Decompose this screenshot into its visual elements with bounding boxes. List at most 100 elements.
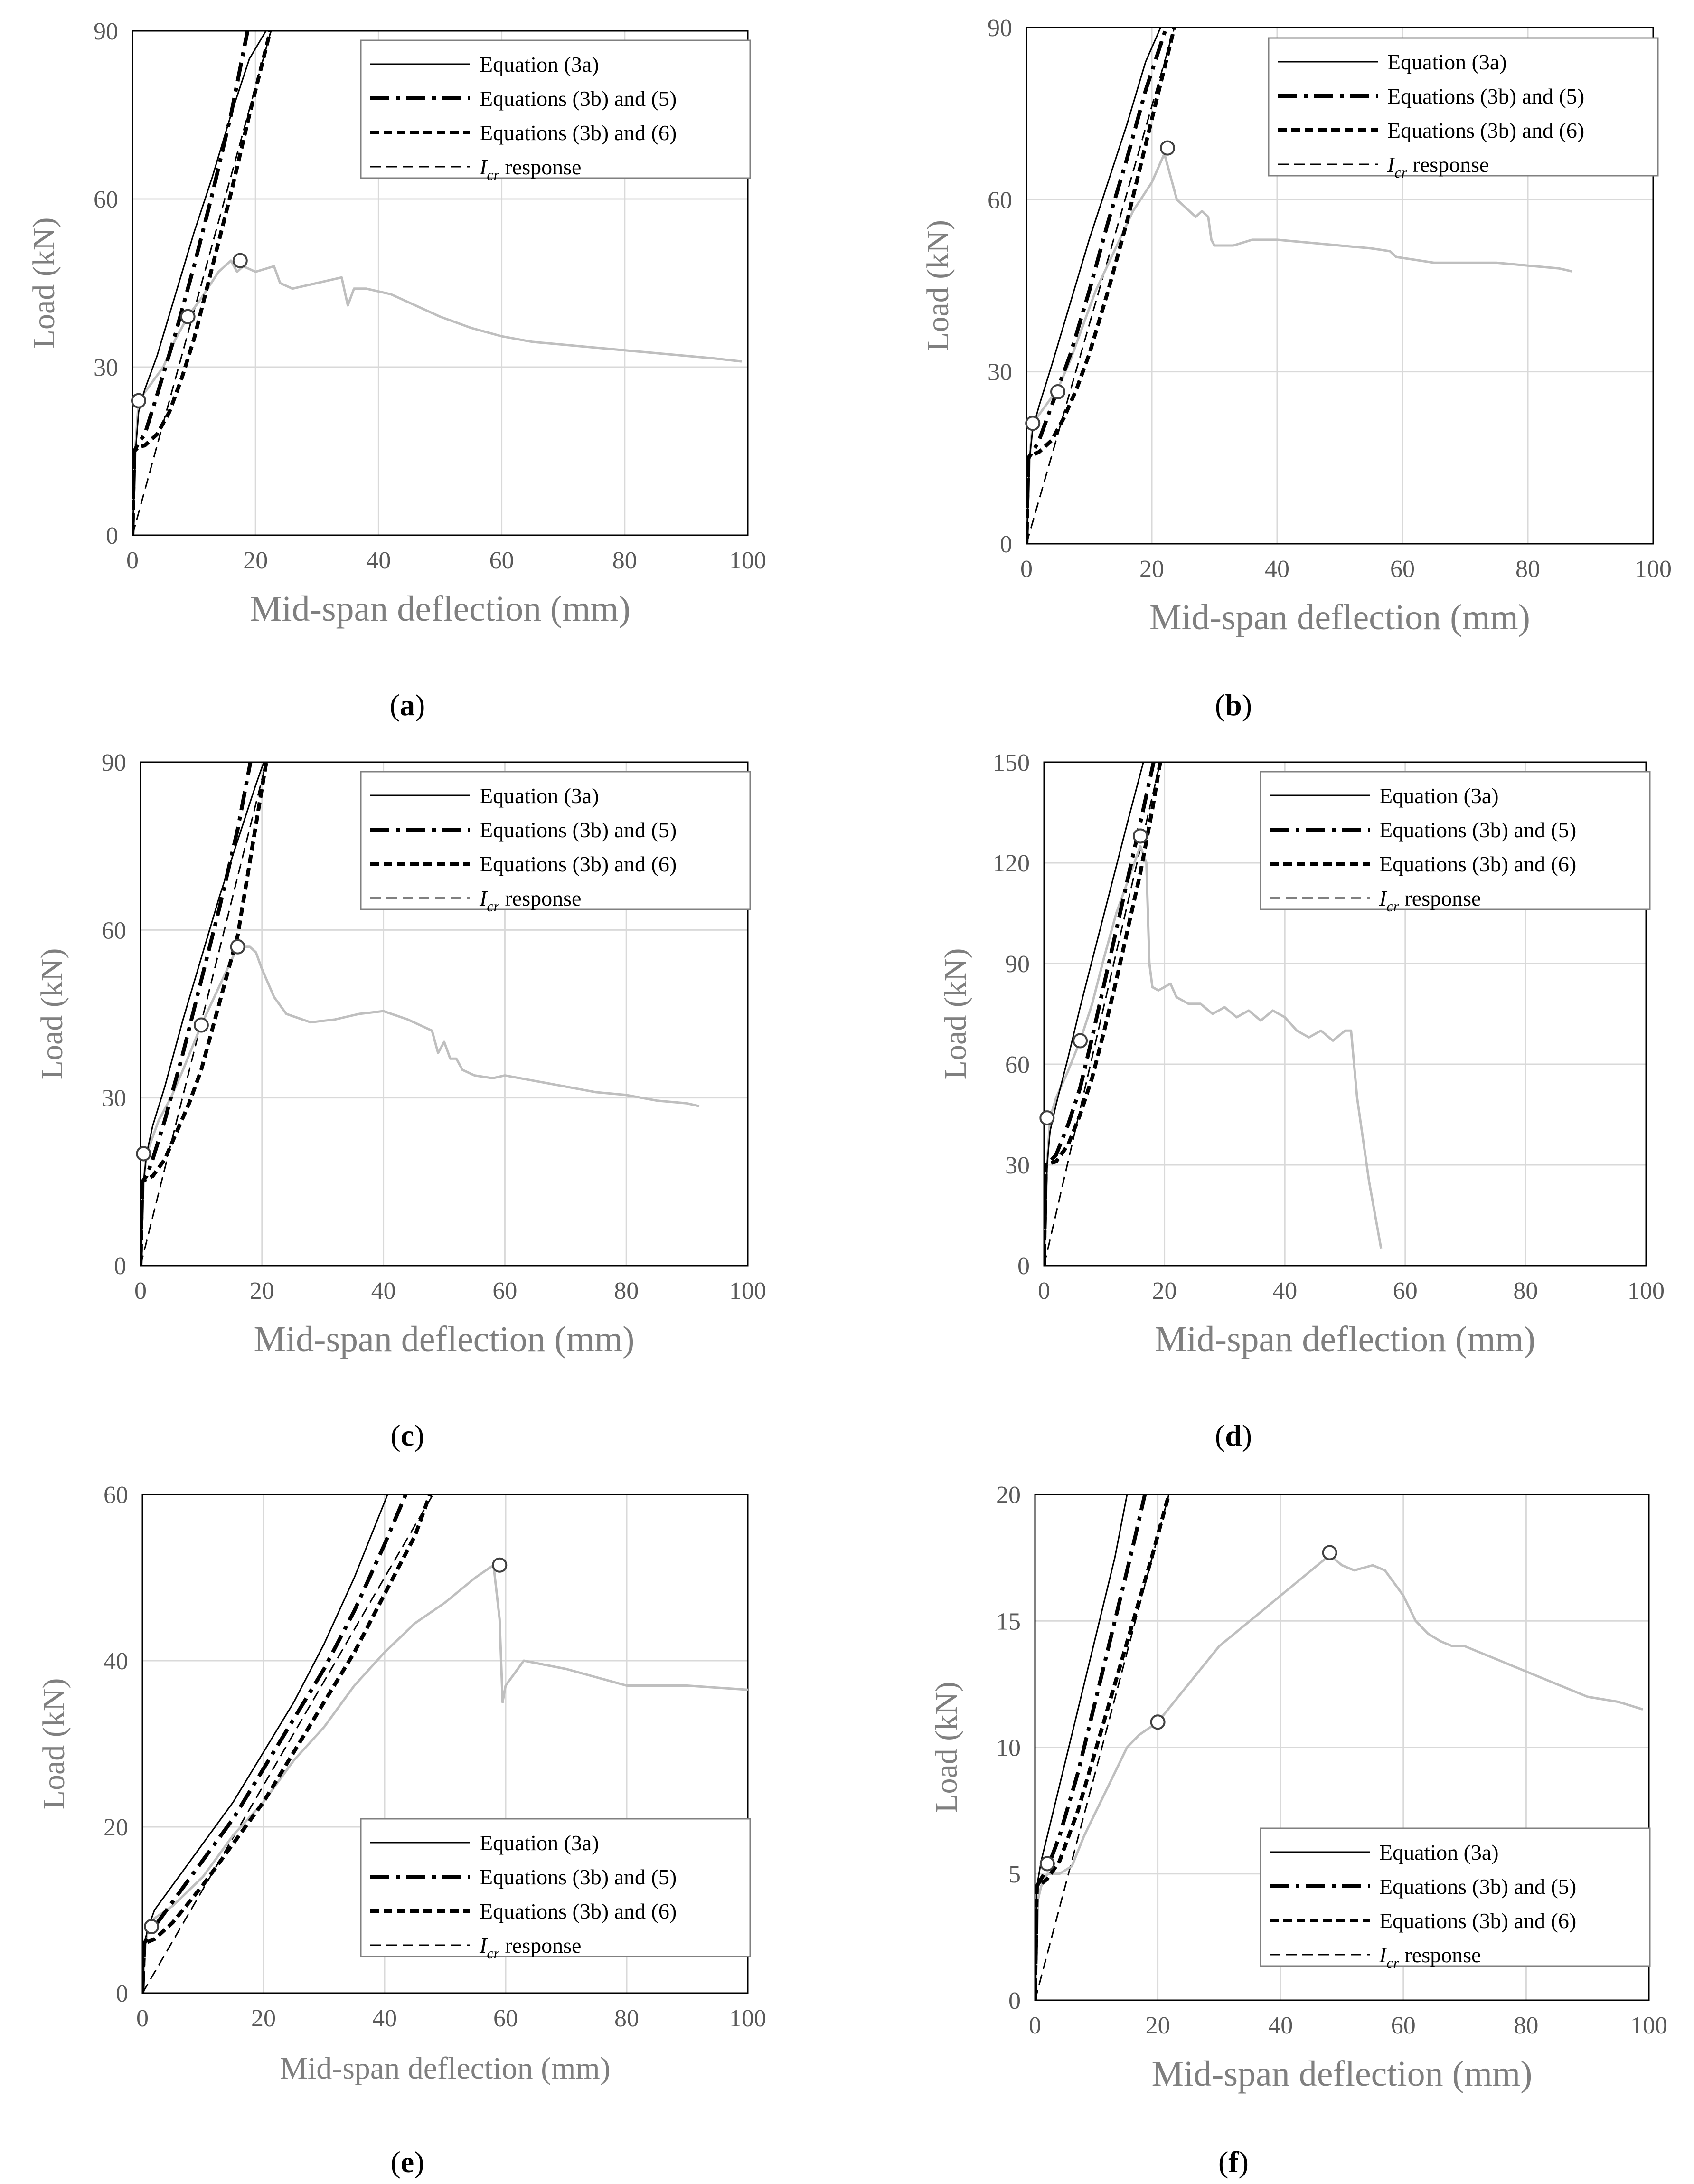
marker-point	[1150, 1714, 1166, 1730]
legend-label: Equations (3b) and (5)	[1379, 818, 1576, 842]
marker-point	[1322, 1545, 1337, 1560]
x-tick-label: 60	[492, 1277, 517, 1305]
x-tick-label: 40	[1265, 556, 1289, 583]
series-dashdot	[1044, 762, 1156, 1266]
series-dashed-thin	[1044, 762, 1161, 1266]
legend-label: Equations (3b) and (6)	[480, 1899, 677, 1923]
chart-panel-b: 0 20 40 60 80 100 0 30 60 90 Mid-span deflection (…	[921, 15, 1672, 637]
x-tick-label: 0	[126, 547, 139, 574]
x-tick-label: 20	[1152, 1277, 1177, 1305]
legend-label: Icr response	[479, 886, 581, 915]
marker-point	[1132, 828, 1148, 844]
series-solid-thin	[1044, 762, 1144, 1266]
marker-point	[1073, 1033, 1088, 1049]
series-group	[1044, 762, 1383, 1266]
legend-label: Equation (3a)	[480, 784, 599, 808]
series-dashed-thin	[1026, 28, 1175, 544]
y-tick-label: 30	[94, 354, 118, 381]
series-solid-thin	[1026, 28, 1161, 544]
x-axis-label: Mid-span deflection (mm)	[1151, 2054, 1532, 2094]
marker-point	[232, 253, 248, 268]
x-axis-label: Mid-span deflection (mm)	[254, 1319, 634, 1359]
panel-caption-b: (b)	[1214, 688, 1252, 722]
y-axis-label: Load (kN)	[921, 220, 955, 351]
x-tick-label: 100	[1628, 1277, 1665, 1305]
series-dashed-thin	[141, 762, 267, 1266]
legend: Equation (3a) Equations (3b) and (5) Equat…	[360, 771, 751, 915]
x-tick-label: 60	[1393, 1277, 1418, 1305]
y-tick-label: 90	[988, 15, 1012, 42]
chart-panel-a: 0 20 40 60 80 100 0 30 60 90 Mid-span deflection (…	[27, 18, 766, 629]
legend-label: Icr response	[1379, 886, 1481, 915]
legend-label: Equation (3a)	[1379, 784, 1499, 808]
x-tick-label: 80	[614, 1277, 639, 1305]
chart-panel-d: 0 20 40 60 80 100 0 30 60 90 120 150 Mid-span deflec…	[938, 749, 1665, 1359]
x-axis-label: Mid-span deflection (mm)	[280, 2051, 610, 2086]
legend-box	[360, 771, 751, 910]
legend-box	[360, 1818, 751, 1957]
legend-label: Equations (3b) and (5)	[1387, 84, 1584, 108]
y-tick-label: 60	[94, 186, 118, 213]
x-tick-label: 0	[1038, 1277, 1050, 1305]
x-axis-label: Mid-span deflection (mm)	[250, 589, 631, 629]
plot-frame	[1026, 27, 1654, 545]
series-dashdot	[1026, 28, 1168, 544]
x-tick-label: 40	[366, 547, 391, 574]
legend-box	[1260, 1827, 1651, 1967]
legend-label: Equations (3b) and (6)	[480, 852, 677, 876]
y-axis-label: Load (kN)	[35, 948, 69, 1080]
series-dashed	[1026, 28, 1176, 544]
legend-label: Equations (3b) and (6)	[1387, 118, 1584, 142]
marker-point	[180, 309, 196, 324]
y-tick-label: 90	[1005, 951, 1030, 978]
y-axis-label: Load (kN)	[929, 1682, 964, 1813]
y-tick-label: 15	[996, 1608, 1021, 1635]
y-tick-label: 0	[114, 1253, 126, 1280]
series-experimental	[132, 259, 742, 535]
plot-frame	[141, 1494, 749, 1994]
legend-label: Equations (3b) and (5)	[480, 818, 677, 842]
y-tick-label: 60	[1005, 1051, 1030, 1078]
y-tick-label: 90	[102, 749, 126, 776]
y-axis-label: Load (kN)	[27, 217, 61, 349]
y-tick-label: 10	[996, 1735, 1021, 1762]
y-tick-label: 120	[993, 850, 1030, 877]
legend-label: Icr response	[479, 155, 581, 183]
x-tick-label: 80	[612, 547, 637, 574]
y-tick-label: 0	[106, 522, 118, 549]
panel-caption-e: (e)	[390, 2145, 424, 2179]
x-tick-label: 60	[1391, 2012, 1416, 2039]
series-dashed	[132, 31, 273, 535]
x-tick-label: 100	[729, 1277, 766, 1305]
x-tick-label: 60	[489, 547, 514, 574]
plot-frame	[140, 761, 749, 1267]
legend-label: Equations (3b) and (5)	[1379, 1874, 1576, 1899]
y-tick-label: 0	[1008, 1987, 1021, 2014]
marker-point	[1039, 1856, 1055, 1872]
legend-label: Equations (3b) and (5)	[480, 1865, 677, 1889]
chart-panel-e: 0 20 40 60 80 100 0 20 40 60 Mid-span deflection (…	[37, 1482, 766, 2086]
x-tick-label: 80	[614, 2005, 639, 2032]
y-tick-label: 0	[116, 1980, 128, 2007]
marker-point	[230, 939, 245, 955]
marker-point	[193, 1017, 209, 1033]
x-tick-label: 0	[134, 1277, 147, 1305]
marker-point	[131, 393, 146, 408]
x-tick-label: 100	[1635, 556, 1672, 583]
x-tick-label: 20	[251, 2005, 276, 2032]
x-tick-label: 80	[1514, 2012, 1538, 2039]
x-tick-label: 100	[729, 2005, 766, 2032]
legend: Equation (3a) Equations (3b) and (5) Equat…	[1260, 771, 1651, 915]
marker-point	[136, 1146, 151, 1162]
series-group	[1035, 1494, 1643, 2000]
y-tick-label: 90	[94, 18, 118, 45]
x-tick-label: 20	[243, 547, 268, 574]
y-tick-label: 0	[1000, 531, 1012, 558]
plot-frame	[1043, 761, 1647, 1267]
series-solid-thin	[141, 762, 265, 1266]
marker-point	[492, 1557, 508, 1573]
series-group	[141, 762, 700, 1266]
series-dashed	[1044, 762, 1162, 1266]
legend-label: Icr response	[479, 1933, 581, 1962]
legend-label: Equations (3b) and (5)	[480, 86, 677, 111]
